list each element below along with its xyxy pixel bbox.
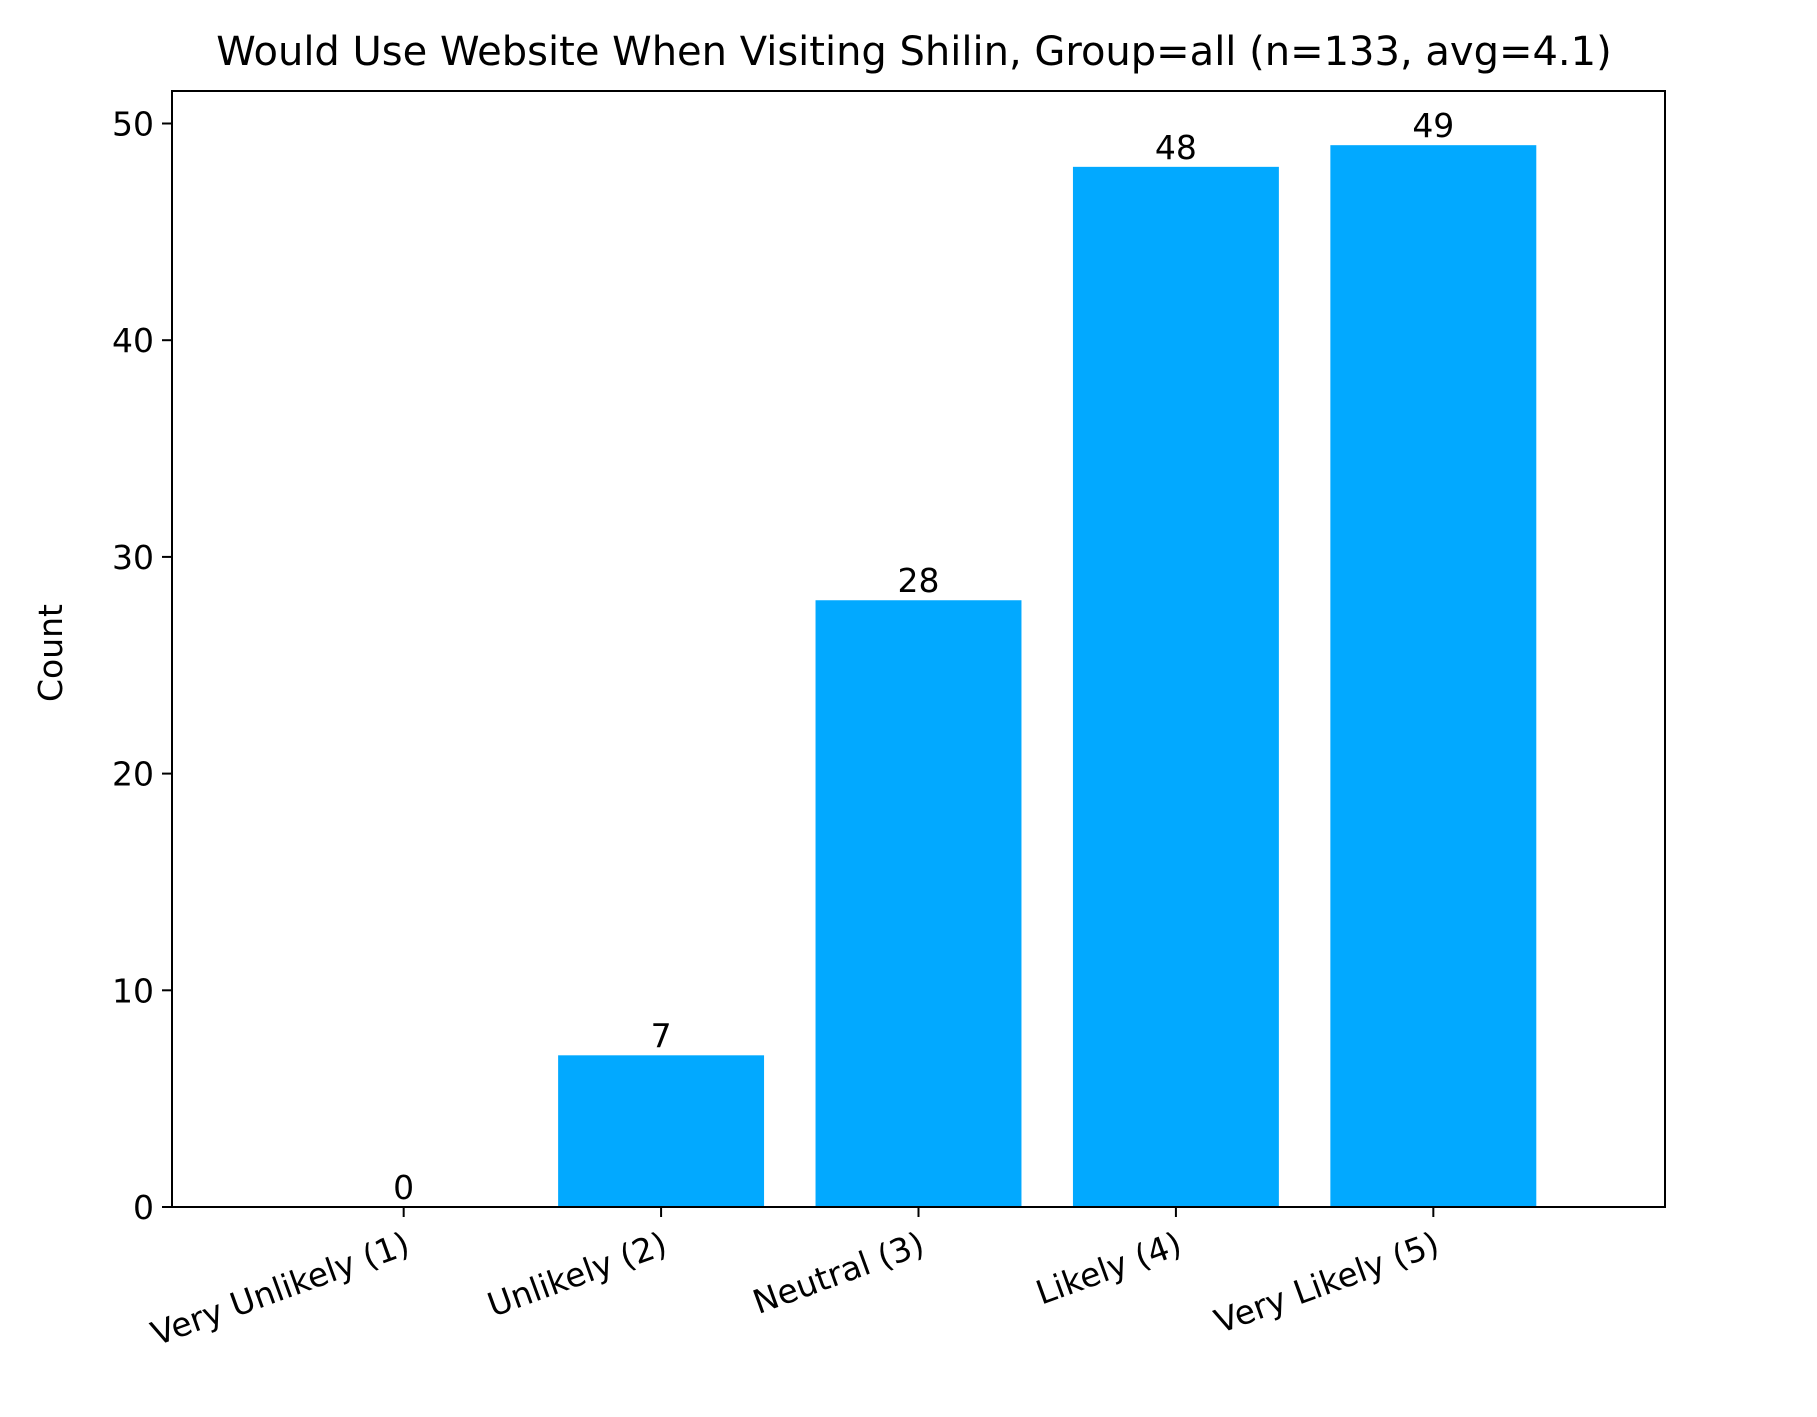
y-axis: 0 10 20 30 40 50 <box>112 105 172 1227</box>
y-tick-label-20: 20 <box>112 755 154 794</box>
y-axis-label: Count <box>31 604 70 702</box>
bar-3 <box>815 600 1022 1207</box>
x-tick-label-3: Neutral (3) <box>748 1224 930 1322</box>
bars-group <box>558 145 1537 1207</box>
y-tick-label-40: 40 <box>112 321 154 360</box>
y-tick-label-50: 50 <box>112 105 154 144</box>
data-label-2: 7 <box>651 1016 672 1055</box>
chart-title: Would Use Website When Visiting Shilin, … <box>216 29 1611 75</box>
y-tick-label-30: 30 <box>112 538 154 577</box>
data-label-4: 48 <box>1155 128 1197 167</box>
x-tick-label-2: Unlikely (2) <box>482 1224 672 1325</box>
data-labels-group: 0 7 28 48 49 <box>393 106 1454 1207</box>
bar-2 <box>558 1055 765 1207</box>
x-tick-label-5: Very Likely (5) <box>1209 1224 1444 1341</box>
data-label-3: 28 <box>898 561 940 600</box>
bar-4 <box>1072 166 1279 1207</box>
data-label-1: 0 <box>393 1168 414 1207</box>
data-label-5: 49 <box>1412 106 1454 145</box>
x-tick-label-4: Likely (4) <box>1031 1224 1187 1313</box>
y-tick-label-10: 10 <box>112 971 154 1010</box>
x-axis: Very Unlikely (1) Unlikely (2) Neutral (3)… <box>146 1207 1444 1353</box>
y-tick-label-0: 0 <box>133 1188 154 1227</box>
x-tick-label-1: Very Unlikely (1) <box>146 1224 414 1354</box>
bar-5 <box>1330 145 1537 1207</box>
plot-frame <box>171 90 1666 1208</box>
